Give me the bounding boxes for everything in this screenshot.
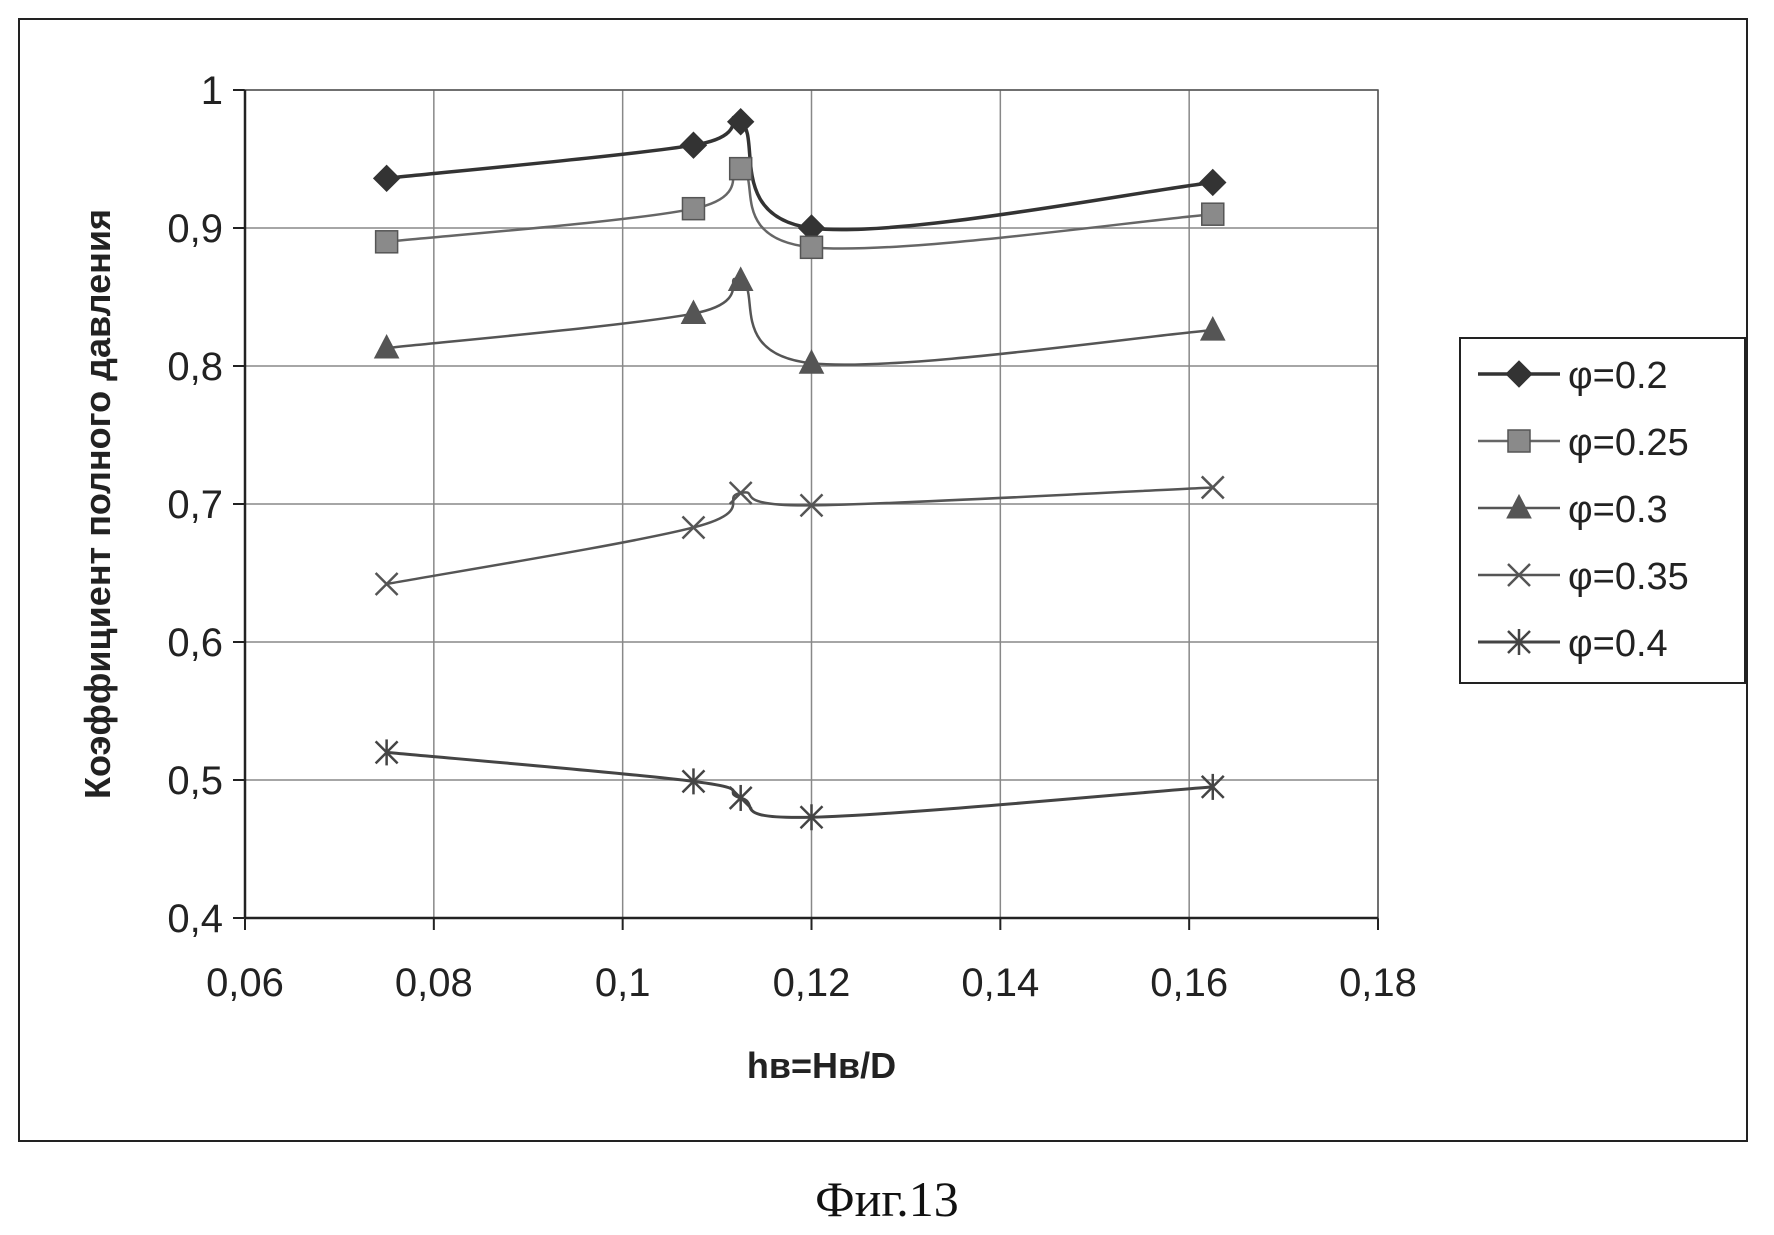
data-point: [730, 158, 752, 180]
series-line: [387, 279, 1213, 365]
legend-label: φ=0.35: [1568, 556, 1689, 598]
data-point: [682, 516, 704, 538]
legend-swatch-marker: [1508, 430, 1530, 452]
x-tick-label: 0,08: [395, 961, 473, 1005]
data-point: [729, 267, 753, 290]
series-line: [387, 168, 1213, 249]
legend-label: φ=0.3: [1568, 489, 1668, 531]
x-axis-title: hв=Hв/D: [747, 1045, 896, 1086]
series-line: [387, 752, 1213, 817]
y-tick-label: 1: [201, 69, 223, 113]
x-tick-label: 0,18: [1339, 961, 1417, 1005]
y-tick-label: 0,8: [167, 345, 223, 389]
y-tick-label: 0,9: [167, 207, 223, 251]
x-tick-label: 0,06: [206, 961, 284, 1005]
y-tick-label: 0,7: [167, 483, 223, 527]
data-point: [1201, 317, 1225, 340]
data-point: [682, 198, 704, 220]
series-layer: [374, 109, 1226, 831]
series-line: [387, 117, 1213, 229]
data-point: [730, 785, 752, 811]
data-point: [801, 236, 823, 258]
y-tick-label: 0,4: [167, 897, 223, 941]
series-line: [387, 487, 1213, 584]
y-tick-label: 0,5: [167, 759, 223, 803]
x-tick-label: 0,1: [595, 961, 651, 1005]
y-tick-label: 0,6: [167, 621, 223, 665]
data-point: [1202, 203, 1224, 225]
data-point: [376, 573, 398, 595]
figure-caption: Фиг.13: [0, 1170, 1774, 1228]
legend: φ=0.2 φ=0.25 φ=0.3 φ=0.35 φ=0.4: [1460, 338, 1745, 683]
legend-label: φ=0.25: [1568, 422, 1689, 464]
data-point: [680, 132, 706, 158]
y-axis-title: Коэффициент полного давления: [77, 209, 118, 799]
x-tick-label: 0,16: [1150, 961, 1228, 1005]
data-point: [376, 231, 398, 253]
x-tick-label: 0,12: [773, 961, 851, 1005]
legend-label: φ=0.4: [1568, 623, 1668, 665]
data-point: [1200, 169, 1226, 195]
x-tick-label: 0,14: [961, 961, 1039, 1005]
data-point: [374, 165, 400, 191]
legend-label: φ=0.2: [1568, 355, 1668, 397]
